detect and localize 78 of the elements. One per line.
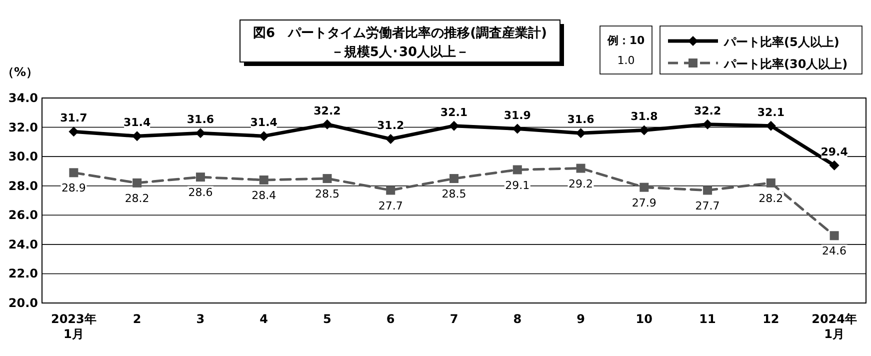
data-label: 28.2	[124, 192, 150, 205]
x-tick-label: 5	[323, 312, 332, 326]
x-tick-label: 10	[636, 312, 653, 326]
point	[196, 172, 205, 182]
data-label: 28.5	[442, 188, 466, 201]
data-label: 32.2	[694, 104, 722, 118]
data-label: 29.1	[505, 178, 530, 192]
data-label: 27.7	[378, 199, 403, 212]
x-tick-label: 11	[699, 312, 716, 326]
point	[386, 186, 396, 195]
data-label: 28.4	[252, 189, 276, 202]
point	[576, 128, 586, 138]
point	[576, 164, 586, 173]
data-label: 31.6	[186, 113, 214, 126]
data-label: 24.6	[822, 244, 847, 258]
point	[68, 126, 79, 137]
chart-subtitle: －規模5人･30人以上－	[330, 45, 470, 60]
data-label: 31.8	[630, 110, 658, 124]
x-tick-label: 2	[132, 312, 142, 326]
x-tick-label: 2023年 1月	[50, 312, 96, 341]
point	[322, 119, 332, 130]
point	[639, 125, 650, 136]
data-label: 31.2	[377, 119, 404, 132]
x-tick-label: 12	[762, 312, 780, 326]
x-tick-label: 6	[386, 312, 395, 326]
text: 例：10	[606, 34, 645, 47]
point	[640, 182, 649, 192]
data-label: 32.1	[440, 106, 468, 119]
point	[512, 165, 522, 174]
point	[322, 174, 332, 184]
data-label: 27.9	[632, 196, 656, 210]
point	[258, 131, 269, 142]
x-tick-label: 2024年 1月	[812, 312, 858, 341]
data-label: 31.9	[504, 108, 531, 122]
point	[703, 186, 712, 195]
data-label: 31.7	[60, 112, 88, 125]
point	[450, 174, 458, 184]
y-tick-label: 20.0	[8, 296, 38, 310]
y-tick-label: 26.0	[8, 208, 38, 222]
point	[132, 131, 142, 142]
data-label: 28.9	[61, 182, 86, 195]
y-axis-title: （%）	[2, 65, 38, 79]
point	[259, 176, 268, 184]
legend-label: パート比率(30人以上)	[723, 57, 848, 71]
y-tick-label: 28.0	[8, 178, 38, 193]
x-tick-label: 4	[260, 312, 268, 326]
legend-label: パート比率(5人以上)	[723, 35, 840, 49]
x-tick-label: 7	[450, 312, 458, 326]
point	[766, 178, 776, 188]
y-tick-label: 34.0	[8, 91, 38, 105]
data-label: 31.6	[567, 113, 595, 126]
point	[512, 124, 522, 134]
y-tick-label: 30.0	[8, 150, 38, 164]
x-tick-label: 9	[576, 312, 585, 326]
data-label: 28.6	[188, 186, 213, 200]
x-tick-label: 8	[513, 312, 522, 326]
data-label: 32.1	[757, 106, 784, 119]
point	[449, 120, 459, 131]
y-tick-label: 22.0	[8, 266, 38, 281]
data-label: 28.5	[314, 188, 340, 201]
point	[386, 134, 396, 144]
point	[69, 168, 78, 178]
point	[195, 128, 206, 138]
text: 1.0	[617, 54, 635, 67]
data-label: 29.4	[820, 145, 848, 158]
data-label: 29.2	[568, 177, 594, 190]
point	[132, 178, 142, 188]
data-label: 32.2	[314, 104, 341, 118]
y-tick-label: 24.0	[8, 237, 38, 252]
data-label: 28.2	[758, 192, 784, 205]
point	[829, 160, 840, 170]
data-label: 31.4	[250, 116, 278, 130]
point	[830, 231, 839, 240]
y-tick-label: 32.0	[8, 120, 38, 134]
data-label: 27.7	[695, 199, 720, 212]
chart-title: 図6 パートタイム労働者比率の推移(調査産業計)	[253, 25, 547, 41]
x-tick-label: 3	[196, 312, 205, 326]
data-label: 31.4	[124, 116, 151, 130]
